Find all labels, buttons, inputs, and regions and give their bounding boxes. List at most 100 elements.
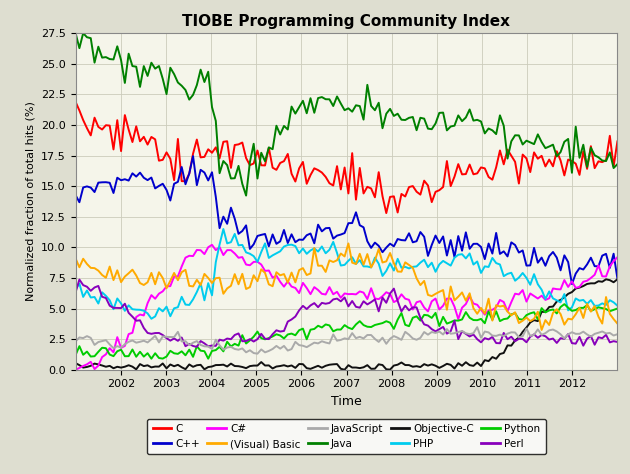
C#: [462, 301, 469, 307]
PHP: [147, 316, 155, 321]
C++: [189, 153, 197, 159]
Python: [614, 306, 621, 311]
Java: [246, 159, 254, 165]
Perl: [523, 339, 530, 345]
Perl: [466, 334, 473, 339]
PHP: [72, 286, 79, 292]
C: [72, 99, 79, 105]
C++: [110, 190, 117, 196]
(Visual) Basic: [239, 271, 246, 277]
JavaScript: [523, 326, 530, 331]
JavaScript: [462, 330, 469, 336]
Objective-C: [462, 359, 469, 365]
C: [110, 146, 117, 152]
(Visual) Basic: [462, 298, 469, 303]
C: [614, 138, 621, 144]
(Visual) Basic: [151, 282, 159, 287]
JavaScript: [151, 333, 159, 339]
(Visual) Basic: [538, 327, 546, 333]
PHP: [220, 226, 227, 232]
Y-axis label: Normalized fraction of total hits (%): Normalized fraction of total hits (%): [25, 101, 35, 301]
Java: [614, 161, 621, 167]
C: [512, 159, 519, 164]
Java: [523, 138, 530, 144]
C#: [614, 255, 621, 260]
Line: C: C: [76, 102, 617, 213]
Objective-C: [341, 367, 348, 373]
C++: [519, 247, 527, 253]
JavaScript: [239, 346, 246, 351]
PHP: [246, 251, 254, 256]
(Visual) Basic: [345, 241, 352, 246]
Line: Java: Java: [76, 33, 617, 196]
Java: [72, 30, 79, 36]
(Visual) Basic: [110, 277, 117, 283]
(Visual) Basic: [614, 321, 621, 327]
PHP: [614, 303, 621, 309]
Python: [243, 341, 250, 346]
JavaScript: [515, 334, 523, 340]
X-axis label: Time: Time: [331, 395, 362, 408]
Perl: [155, 330, 163, 336]
C++: [243, 222, 250, 228]
Python: [72, 352, 79, 358]
(Visual) Basic: [72, 255, 79, 261]
C: [382, 210, 390, 216]
Objective-C: [239, 364, 246, 370]
C: [239, 140, 246, 146]
Objective-C: [72, 360, 79, 366]
Java: [155, 63, 163, 69]
Python: [155, 355, 163, 361]
C++: [151, 185, 159, 191]
PHP: [155, 305, 163, 311]
Python: [462, 309, 469, 315]
Python: [561, 301, 568, 307]
C#: [243, 262, 250, 267]
C#: [110, 349, 117, 355]
C#: [72, 367, 79, 373]
C: [151, 137, 159, 142]
Python: [147, 356, 155, 362]
Line: Python: Python: [76, 304, 617, 359]
Java: [79, 30, 87, 36]
JavaScript: [110, 345, 117, 351]
Perl: [113, 305, 121, 311]
C#: [151, 296, 159, 301]
Perl: [72, 290, 79, 295]
JavaScript: [473, 324, 481, 330]
Java: [113, 44, 121, 49]
Python: [512, 310, 519, 316]
Line: JavaScript: JavaScript: [76, 327, 617, 354]
Perl: [246, 337, 254, 342]
Java: [243, 193, 250, 199]
Line: Objective-C: Objective-C: [76, 279, 617, 370]
C++: [512, 242, 519, 248]
JavaScript: [254, 351, 261, 356]
C: [462, 171, 469, 177]
JavaScript: [72, 338, 79, 344]
C++: [72, 192, 79, 198]
Line: C++: C++: [76, 156, 617, 284]
Line: (Visual) Basic: (Visual) Basic: [76, 244, 617, 330]
Perl: [515, 336, 523, 342]
(Visual) Basic: [519, 318, 527, 324]
Line: Perl: Perl: [76, 280, 617, 347]
C++: [462, 229, 469, 235]
Objective-C: [519, 329, 527, 335]
Python: [110, 353, 117, 359]
C++: [614, 276, 621, 282]
Python: [519, 317, 527, 322]
JavaScript: [614, 331, 621, 337]
C: [519, 152, 527, 157]
C++: [568, 281, 576, 287]
Objective-C: [614, 276, 621, 282]
PHP: [466, 251, 473, 256]
C#: [209, 242, 216, 248]
Objective-C: [110, 365, 117, 371]
Title: TIOBE Programming Community Index: TIOBE Programming Community Index: [183, 14, 510, 29]
C#: [519, 287, 527, 293]
Legend: C, C++, C#, (Visual) Basic, JavaScript, Java, Objective-C, PHP, Python, Perl: C, C++, C#, (Visual) Basic, JavaScript, …: [147, 419, 546, 454]
PHP: [515, 275, 523, 281]
Java: [466, 107, 473, 112]
C#: [512, 291, 519, 297]
